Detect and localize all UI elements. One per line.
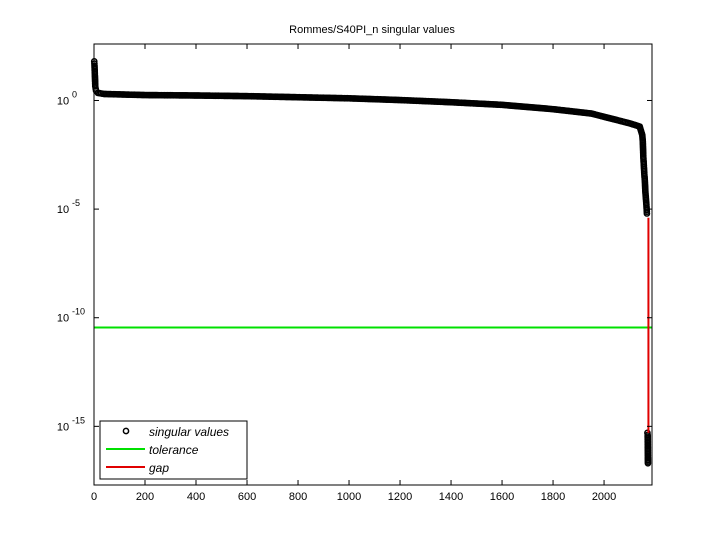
y-tick-exponent: -15 (72, 415, 85, 425)
y-tick-label: 10 (57, 421, 69, 433)
y-tick-exponent: -10 (72, 307, 85, 317)
x-tick-label: 1600 (490, 491, 514, 503)
legend-entry-gap: gap (149, 461, 169, 475)
y-tick-label: 10 (57, 95, 69, 107)
x-tick-label: 800 (289, 491, 307, 503)
chart-title: Rommes/S40PI_n singular values (289, 24, 455, 36)
x-tick-label: 0 (91, 491, 97, 503)
plot-area (90, 58, 652, 467)
x-tick-label: 1000 (337, 491, 361, 503)
x-tick-label: 1800 (541, 491, 565, 503)
x-tick-label: 200 (136, 491, 154, 503)
x-tick-label: 2000 (592, 491, 616, 503)
x-tick-label: 1200 (388, 491, 412, 503)
y-tick-label: 10 (57, 204, 69, 216)
legend-entry-singular-values: singular values (149, 425, 229, 439)
y-tick-label: 10 (57, 313, 69, 325)
x-tick-label: 400 (187, 491, 205, 503)
singular-values-markers (90, 58, 652, 467)
x-axis-ticks: 0 200 400 600 800 1000 1200 1400 1600 1800 2000 (91, 44, 616, 503)
legend-entry-tolerance: tolerance (149, 443, 199, 457)
x-tick-label: 1400 (439, 491, 463, 503)
y-tick-exponent: 0 (72, 89, 77, 99)
axes-frame (93, 43, 653, 486)
y-tick-exponent: -5 (72, 198, 80, 208)
legend: singular values tolerance gap (99, 420, 248, 480)
x-tick-label: 600 (238, 491, 256, 503)
